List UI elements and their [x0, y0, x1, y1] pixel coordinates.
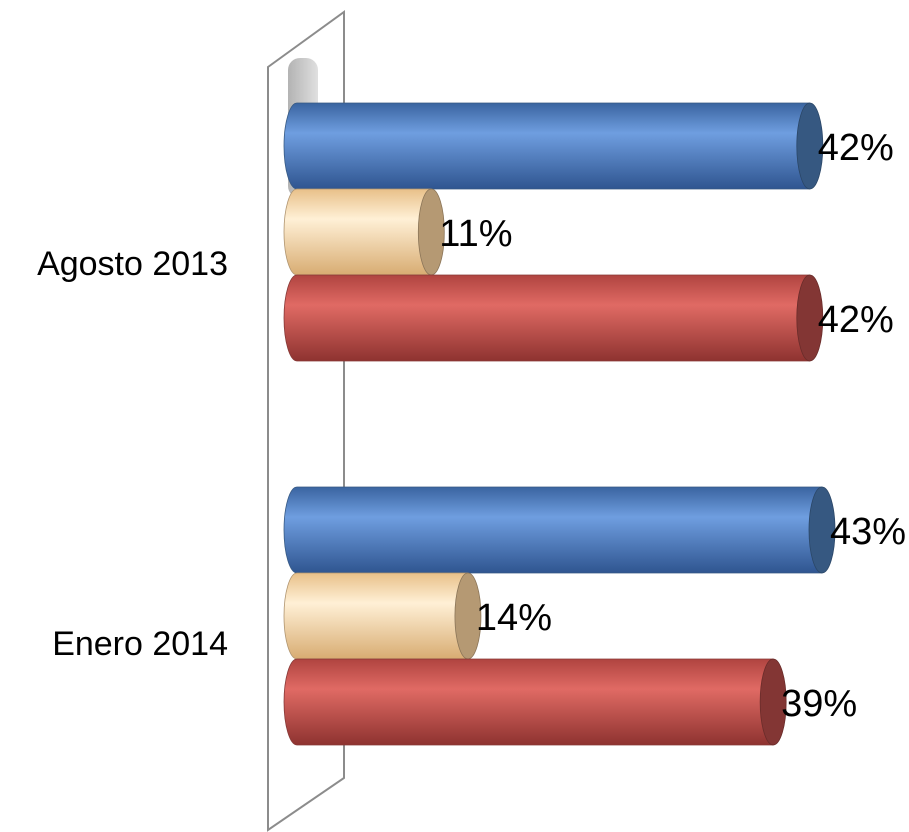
- bar: [283, 274, 824, 362]
- bar: [283, 658, 787, 746]
- bars: [283, 102, 836, 746]
- bar: [283, 572, 482, 660]
- category-label: Enero 2014: [52, 625, 228, 663]
- value-label: 42%: [818, 299, 894, 341]
- value-labels: 42% 11% 42% 43% 14% 39%: [439, 127, 906, 725]
- bar: [283, 188, 445, 276]
- value-label: 14%: [476, 597, 552, 639]
- bar: [283, 102, 824, 190]
- value-label: 11%: [439, 213, 512, 255]
- bar: [283, 486, 836, 574]
- category-label: Agosto 2013: [37, 245, 228, 283]
- value-label: 42%: [818, 127, 894, 169]
- value-label: 39%: [781, 683, 857, 725]
- category-labels: Agosto 2013 Enero 2014: [37, 245, 228, 663]
- value-label: 43%: [830, 511, 906, 553]
